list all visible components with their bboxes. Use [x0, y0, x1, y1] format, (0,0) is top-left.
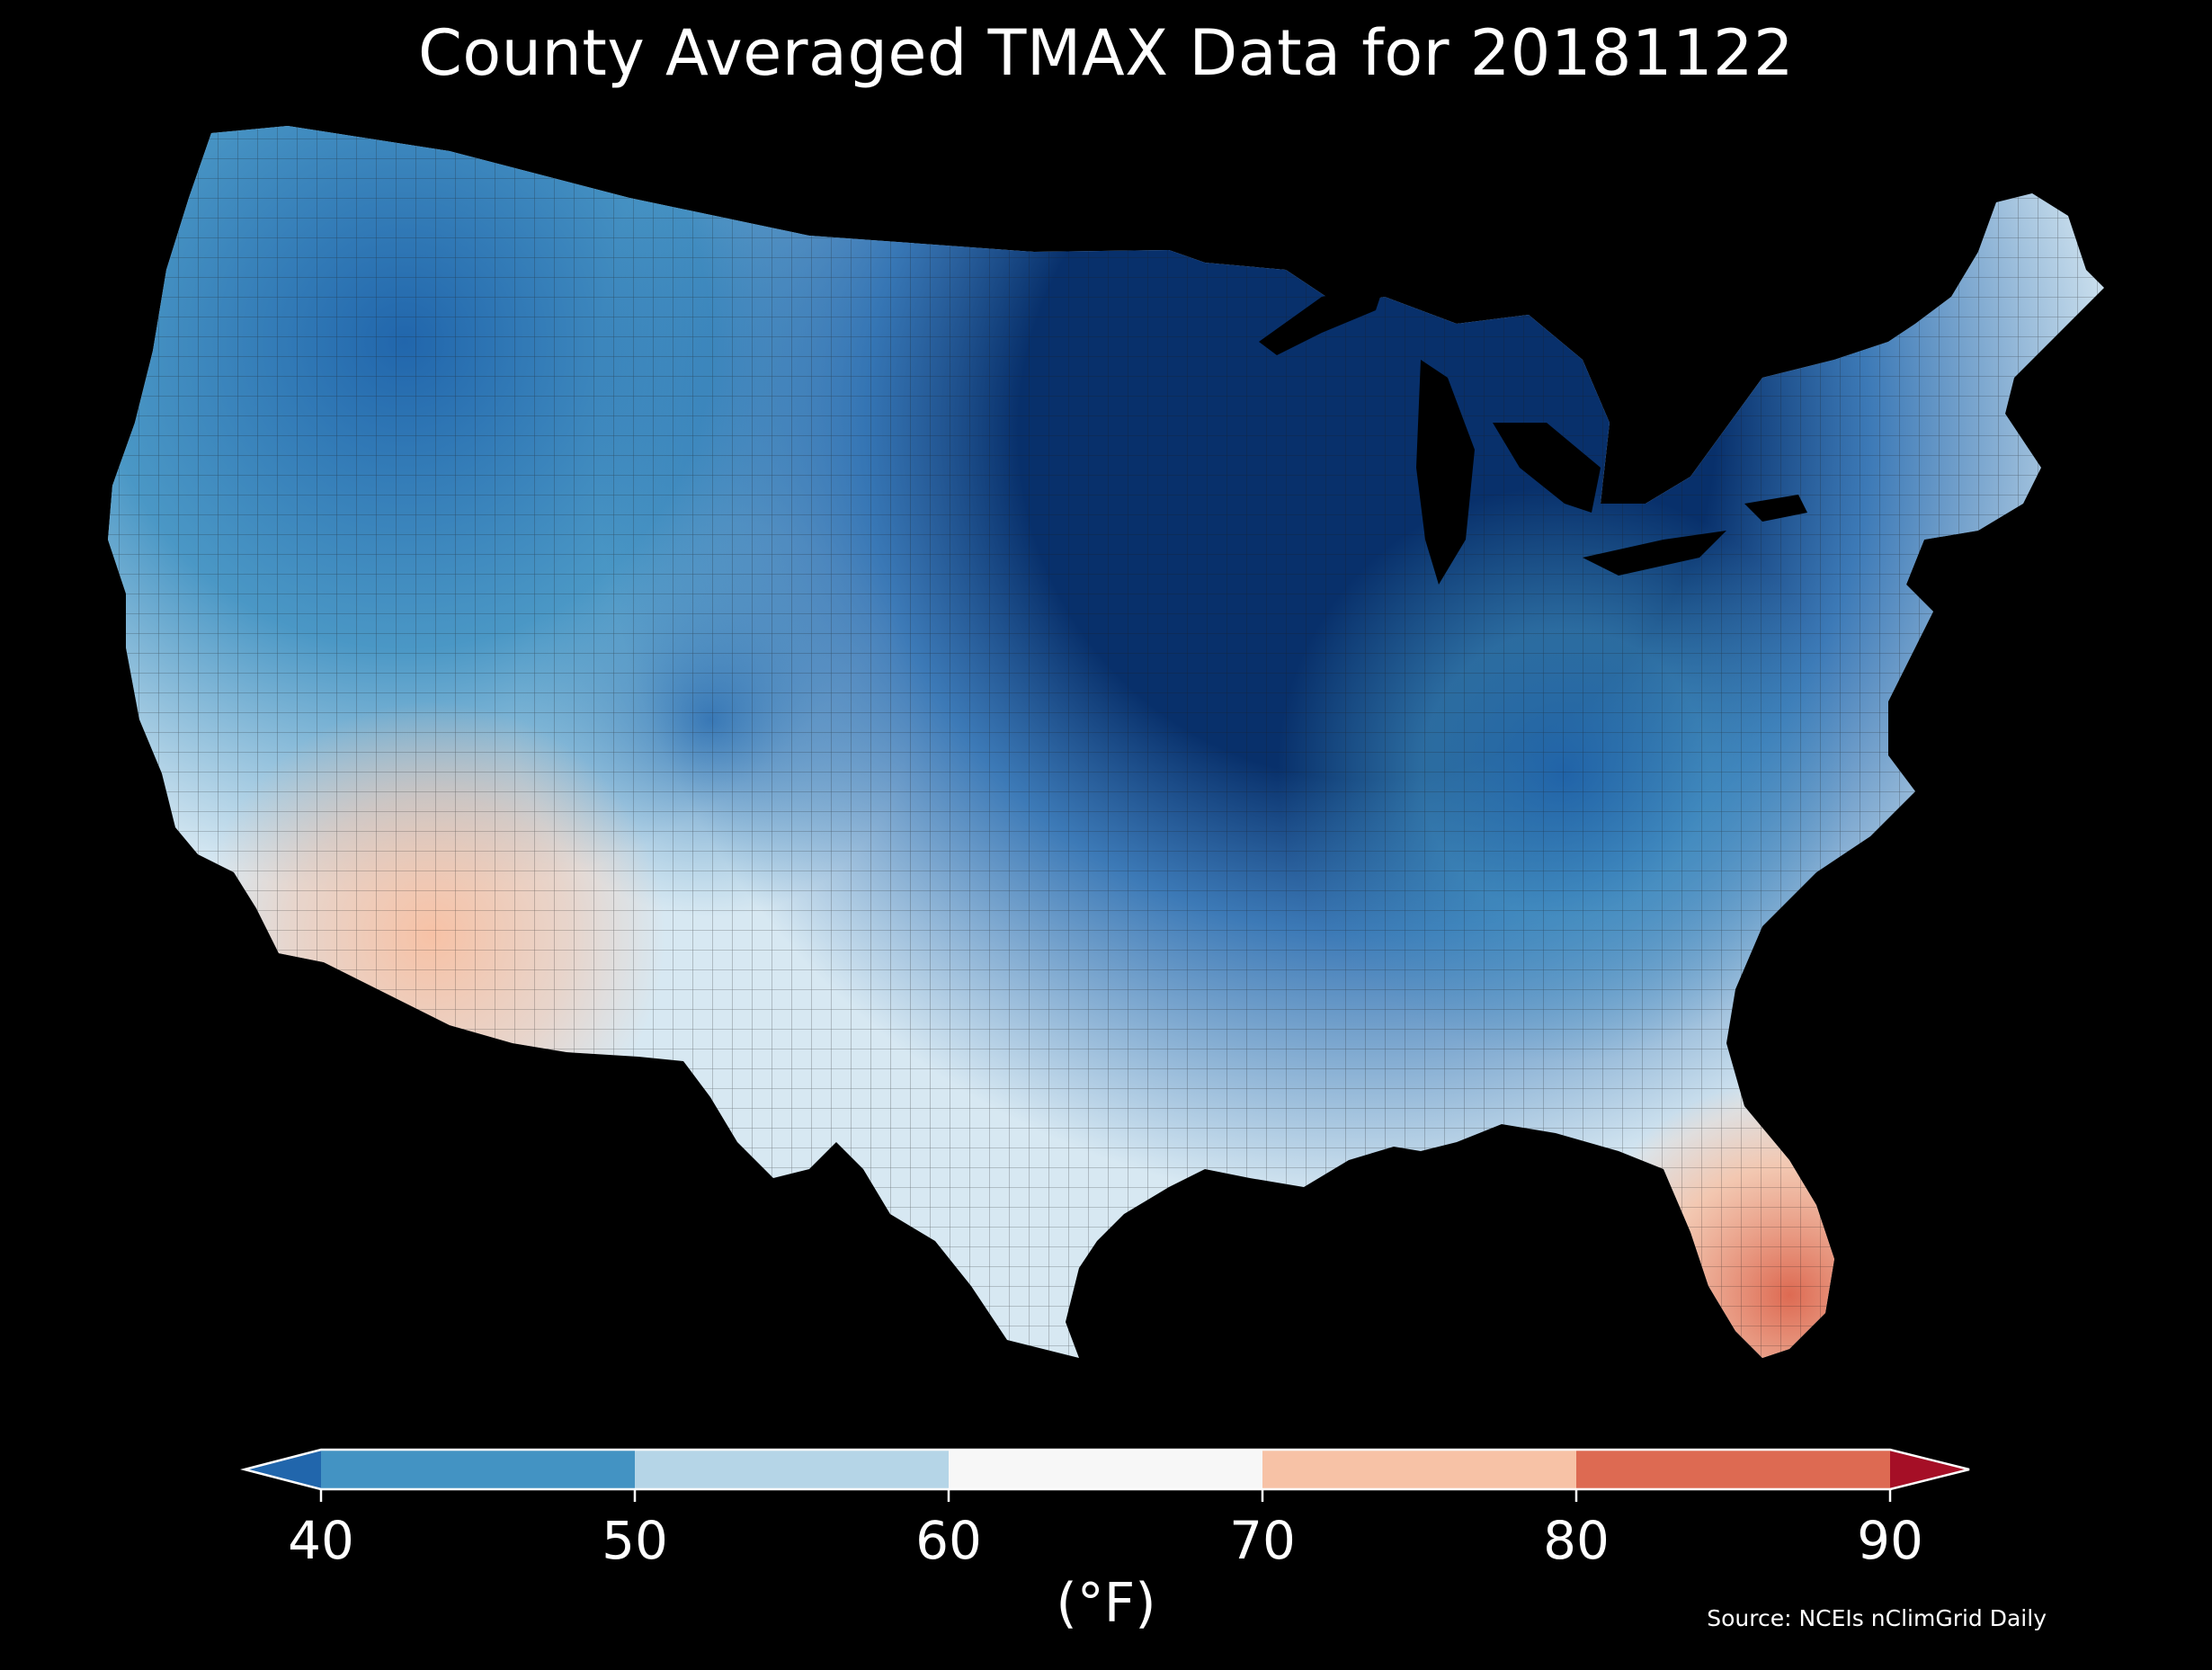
colorbar-under-arrow	[245, 1450, 321, 1489]
colorbar-tick-label: 90	[1857, 1510, 1923, 1571]
colorbar-tick-label: 70	[1229, 1510, 1296, 1571]
colorbar-over-arrow	[1890, 1450, 1969, 1489]
source-credit: Source: NCEIs nClimGrid Daily	[1707, 1605, 2047, 1631]
map-title: County Averaged TMAX Data for 20181122	[417, 16, 1795, 90]
colorbar-bin	[635, 1450, 949, 1489]
colorbar-tick-label: 40	[288, 1510, 354, 1571]
colorbar-bin	[949, 1450, 1262, 1489]
great-lakes	[1259, 283, 1807, 585]
colorbar-tick-label: 80	[1543, 1510, 1610, 1571]
colorbar-bin	[321, 1450, 635, 1489]
colorbar-unit-label: (°F)	[1056, 1572, 1156, 1635]
colorbar-tick-label: 50	[602, 1510, 668, 1571]
colorbar-tick-label: 60	[915, 1510, 982, 1571]
colorbar-ticks: 40 50 60 70 80 90	[288, 1489, 1923, 1571]
colorbar-bin	[1262, 1450, 1576, 1489]
colorbar-bin	[1576, 1450, 1890, 1489]
